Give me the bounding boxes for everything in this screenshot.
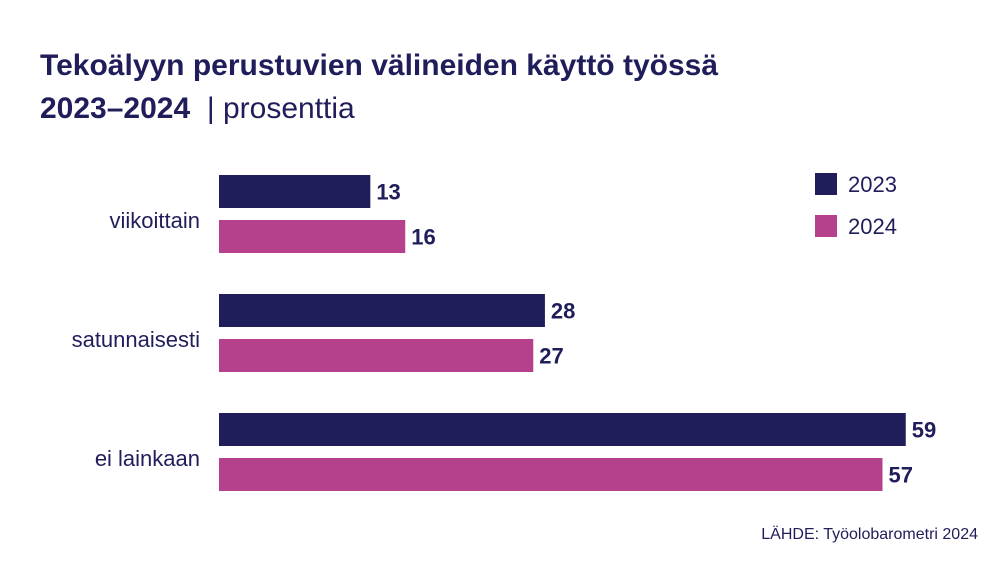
bar-2024	[219, 339, 534, 372]
chart-title: Tekoälyyn perustuvien välineiden käyttö …	[40, 44, 718, 130]
legend-swatch-2024	[815, 215, 837, 237]
legend-label: 2024	[848, 214, 897, 239]
data-label: 59	[912, 418, 936, 443]
title-line-2: 2023–2024	[40, 92, 191, 125]
legend-swatch-2023	[815, 173, 837, 195]
bar-2023	[219, 413, 906, 446]
data-label: 57	[888, 463, 912, 488]
category-label: satunnaisesti	[72, 327, 200, 352]
category-label: viikoittain	[110, 208, 200, 233]
title-line-1: Tekoälyyn perustuvien välineiden käyttö …	[40, 49, 719, 82]
legend-label: 2023	[848, 172, 897, 197]
data-label: 16	[411, 225, 435, 250]
bar-2024	[219, 458, 883, 491]
data-label: 28	[551, 299, 575, 324]
source-note: LÄHDE: Työolobarometri 2024	[761, 526, 978, 543]
bar-2023	[219, 175, 371, 208]
bar-2023	[219, 294, 545, 327]
unit-label: | prosenttia	[206, 92, 355, 125]
data-label: 13	[376, 180, 400, 205]
bar-2024	[219, 220, 406, 253]
data-label: 27	[539, 344, 563, 369]
category-label: ei lainkaan	[95, 446, 200, 471]
